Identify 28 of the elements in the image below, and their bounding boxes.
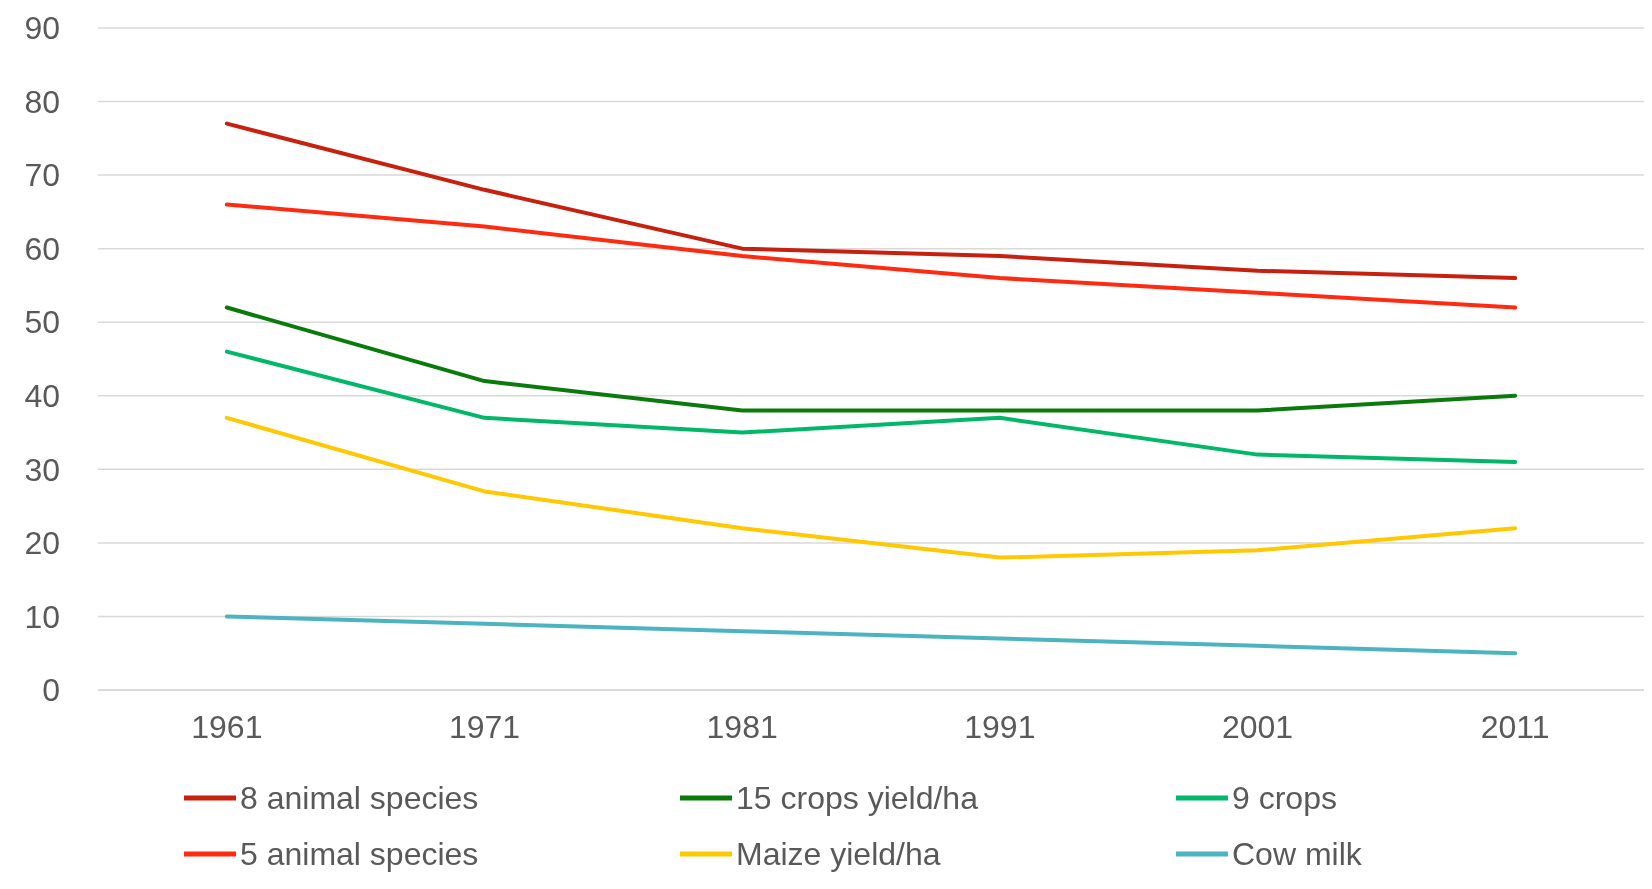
x-tick-label: 1961	[191, 709, 263, 745]
x-tick-label: 1991	[964, 709, 1036, 745]
y-tick-label: 70	[24, 157, 60, 194]
x-tick-label: 1981	[706, 709, 778, 745]
y-tick-label: 30	[24, 451, 60, 488]
y-tick-label: 60	[24, 230, 60, 267]
legend-label: Cow milk	[1232, 836, 1363, 873]
legend-label: Maize yield/ha	[736, 836, 941, 873]
x-tick-label: 1971	[448, 709, 521, 745]
line-series	[224, 415, 1518, 560]
line-series	[224, 349, 1518, 464]
y-tick-label: 50	[24, 304, 60, 341]
legend-label: 5 animal species	[240, 836, 479, 873]
x-tick-label: 2001	[1221, 709, 1294, 745]
y-tick-label: 80	[24, 83, 60, 120]
legend-label: 15 crops yield/ha	[736, 780, 979, 817]
y-tick-label: 0	[42, 672, 60, 709]
y-tick-label: 40	[24, 377, 60, 414]
line-series	[224, 202, 1518, 310]
x-tick-label: 2011	[1480, 709, 1550, 745]
line-series	[224, 121, 1518, 281]
line-series	[224, 305, 1518, 413]
legend-label: 9 crops	[1232, 780, 1337, 817]
line-series	[224, 614, 1518, 656]
y-tick-label: 90	[24, 10, 60, 47]
y-tick-label: 10	[24, 598, 60, 635]
legend-label: 8 animal species	[240, 780, 479, 817]
y-tick-label: 20	[24, 525, 60, 562]
